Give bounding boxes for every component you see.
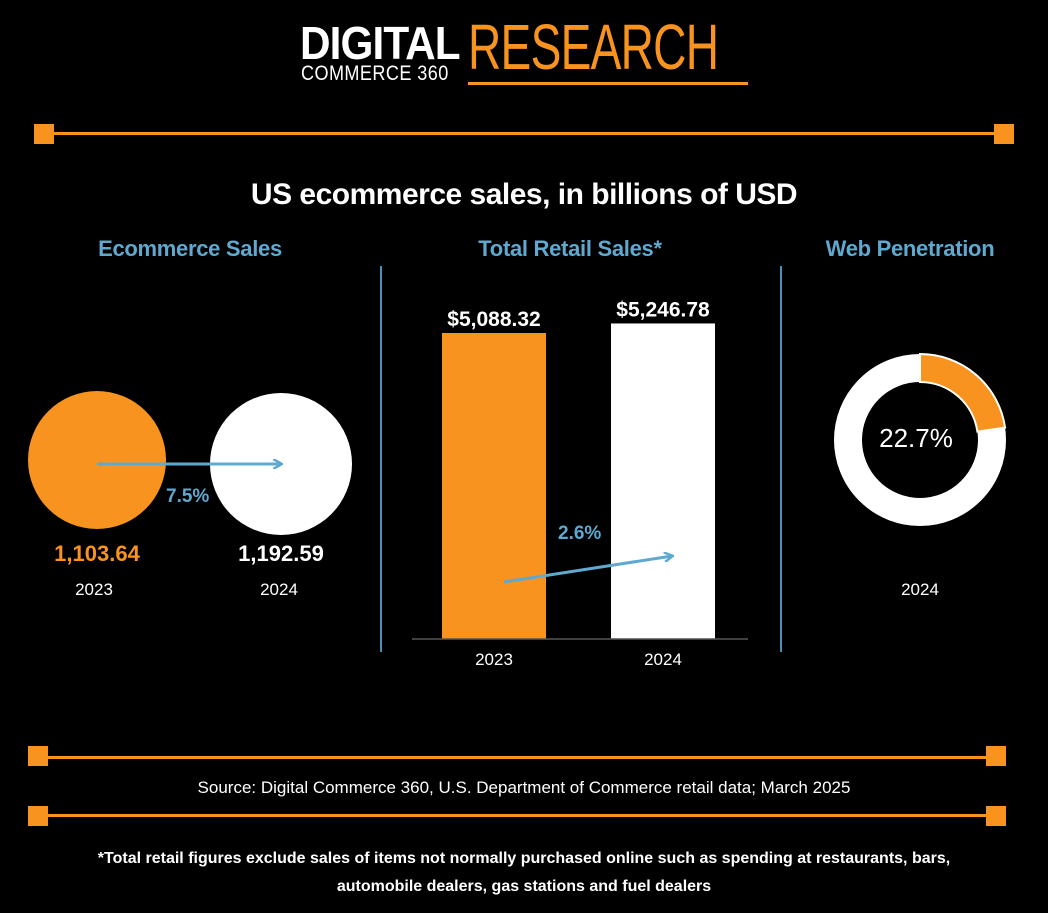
bottom-divider-1-right-square (986, 746, 1006, 766)
retail-bar-chart: $5,088.32 $5,246.78 (412, 298, 748, 640)
logo-research-text: RESEARCH (468, 11, 719, 83)
ecommerce-value-2024: 1,192.59 (238, 541, 324, 566)
retail-year-2024: 2024 (644, 650, 682, 669)
ecommerce-year-2024: 2024 (260, 580, 298, 599)
bottom-divider-line-1 (38, 756, 996, 759)
retail-bar-2024 (611, 323, 715, 639)
retail-value-2023: $5,088.32 (447, 308, 540, 331)
logo-underline (468, 82, 748, 85)
footnote: *Total retail figures exclude sales of i… (97, 850, 951, 895)
bubble-2023 (28, 391, 166, 529)
ecommerce-value-2023: 1,103.64 (54, 541, 140, 566)
ecommerce-year-2023: 2023 (75, 580, 113, 599)
top-divider-line (44, 132, 1004, 135)
donut-center-value: 22.7% (879, 423, 953, 453)
retail-growth-arrow (503, 556, 672, 584)
top-divider-right-square (994, 124, 1014, 144)
logo-commerce-text: COMMERCE 360 (301, 62, 449, 85)
section-title-ecommerce: Ecommerce Sales (98, 236, 282, 261)
bottom-divider-1-left-square (28, 746, 48, 766)
separator-right (780, 266, 782, 652)
web-penetration-donut: 22.7% (834, 352, 1007, 526)
retail-bar-2023 (442, 333, 546, 639)
retail-value-2024: $5,246.78 (616, 298, 710, 321)
separator-left (380, 266, 382, 652)
ecommerce-growth-label: 7.5% (166, 486, 210, 507)
top-divider-left-square (34, 124, 54, 144)
retail-growth-label: 2.6% (558, 523, 602, 544)
penetration-year: 2024 (901, 580, 939, 599)
logo-digital-text: DIGITAL (300, 17, 461, 69)
chart-title: US ecommerce sales, in billions of USD (250, 178, 798, 211)
section-title-penetration: Web Penetration (825, 236, 995, 261)
bottom-divider-2-right-square (986, 806, 1006, 826)
source-note: Source: Digital Commerce 360, U.S. Depar… (197, 778, 851, 797)
ecommerce-bubble-chart (28, 391, 352, 535)
bottom-divider-2-left-square (28, 806, 48, 826)
bottom-divider-line-2 (38, 814, 996, 817)
donut-penetration-slice (919, 352, 1007, 433)
section-title-retail: Total Retail Sales* (478, 236, 662, 261)
retail-year-2023: 2023 (475, 650, 513, 669)
